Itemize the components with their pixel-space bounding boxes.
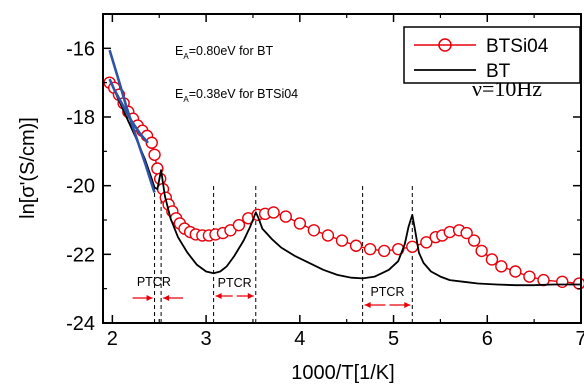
data-point xyxy=(572,277,584,290)
ptcr-label: PTCR xyxy=(370,285,404,299)
data-point xyxy=(509,265,522,278)
axes: 2 3 4 5 6 7 -16 -18 -20 -22 -24 xyxy=(66,13,584,350)
ptcr-label: PTCR xyxy=(137,275,171,289)
data-point xyxy=(335,234,349,247)
ptcr-annotations: PTCR PTCR PTCR xyxy=(132,275,411,308)
ptcr-arrow-head xyxy=(404,302,411,308)
data-point xyxy=(485,253,499,266)
ptcr-arrow-head xyxy=(247,293,254,299)
legend-label-bt: BT xyxy=(486,61,511,82)
data-point xyxy=(460,226,473,240)
x-tick-label: 2 xyxy=(107,328,118,350)
data-point xyxy=(232,218,246,232)
data-point xyxy=(307,224,321,237)
series-line-btsi04 xyxy=(109,82,580,285)
data-point xyxy=(406,240,419,253)
series-line-fit-2 xyxy=(108,49,156,193)
x-tick-label: 7 xyxy=(575,328,584,350)
y-tick-label: -22 xyxy=(66,244,95,266)
data-point xyxy=(556,275,569,288)
data-point xyxy=(293,217,307,230)
y-axis-label: ln[σ'(S/cm)] xyxy=(17,117,39,219)
ptcr-label: PTCR xyxy=(218,276,252,290)
data-point xyxy=(321,229,335,242)
series-line-fit-3 xyxy=(108,78,149,144)
y-tick-label: -20 xyxy=(66,176,95,198)
data-point xyxy=(377,244,391,258)
ptcr-arrow-head xyxy=(215,293,222,299)
data-point xyxy=(523,270,536,283)
data-point xyxy=(148,148,161,161)
chart-marks xyxy=(103,49,584,323)
legend-box xyxy=(403,26,581,84)
ptcr-arrow-head xyxy=(364,302,371,308)
ptcr-arrow-head xyxy=(146,295,153,301)
y-tick-label: -16 xyxy=(66,38,95,60)
y-tick-label: -18 xyxy=(66,107,95,129)
plot-frame xyxy=(102,13,582,324)
y-tick-label: -24 xyxy=(66,313,95,335)
legend-label-btsi04: BTSi04 xyxy=(486,36,549,57)
data-point xyxy=(267,206,280,219)
data-point xyxy=(363,242,377,256)
data-point xyxy=(495,260,508,273)
series-line-bt xyxy=(108,78,581,287)
data-point xyxy=(420,236,433,249)
x-tick-label: 5 xyxy=(388,328,399,350)
ptcr-arrow-head xyxy=(163,295,170,301)
legend-marker-btsi04 xyxy=(438,38,452,52)
data-point xyxy=(467,234,481,247)
ea-btsi04-annotation: EA=0.38eV for BTSi04 xyxy=(175,87,298,104)
x-tick-label: 3 xyxy=(201,328,212,350)
x-axis-label: 1000/T[1/K] xyxy=(291,362,394,384)
data-point xyxy=(475,244,488,258)
x-tick-label: 4 xyxy=(294,328,305,350)
data-point xyxy=(279,210,292,223)
ea-bt-annotation: EA=0.80eV for BT xyxy=(175,44,273,61)
data-point xyxy=(349,239,363,252)
x-tick-label: 6 xyxy=(482,328,493,350)
legend: BTSi04 BT xyxy=(403,26,581,84)
